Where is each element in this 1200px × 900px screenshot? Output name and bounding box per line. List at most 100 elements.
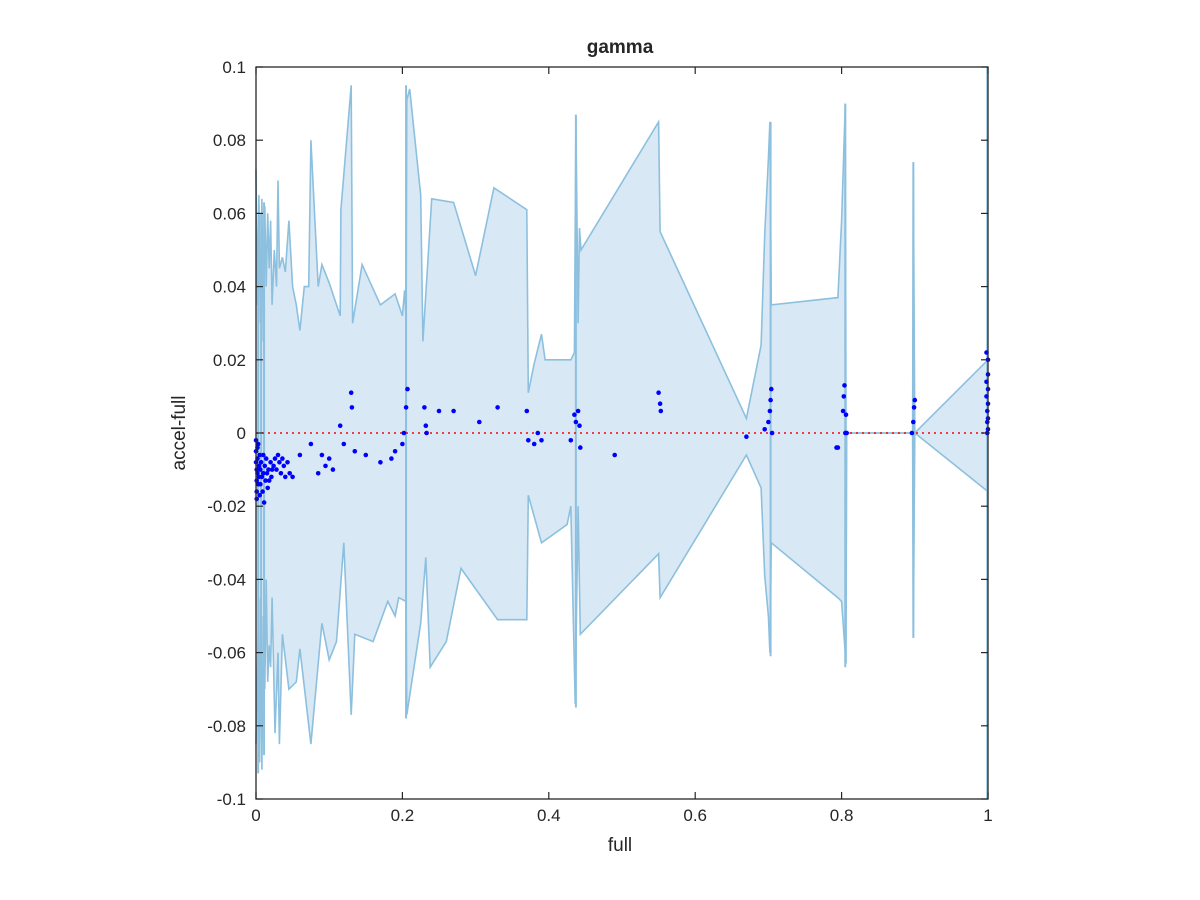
data-point: [835, 445, 841, 450]
data-point: [269, 467, 275, 472]
data-point: [842, 383, 847, 388]
data-point: [436, 408, 442, 414]
data-point: [575, 408, 581, 414]
data-point: [577, 423, 582, 429]
data-point: [612, 452, 617, 458]
axes: [255, 66, 989, 800]
data-point: [308, 441, 314, 447]
x-axis-label: full: [608, 835, 632, 856]
data-point: [766, 419, 771, 425]
data-point: [451, 408, 456, 414]
data-point: [269, 474, 274, 480]
data-point: [400, 441, 405, 447]
data-point: [424, 430, 429, 436]
data-point: [363, 452, 369, 458]
data-point: [477, 419, 482, 425]
data-point: [524, 408, 530, 414]
data-point: [290, 474, 295, 480]
data-point: [535, 430, 541, 436]
y-tick-label: 0: [237, 424, 246, 443]
x-tick-label: 0.4: [537, 806, 561, 825]
data-point: [266, 467, 271, 472]
data-point: [258, 481, 263, 487]
data-point: [495, 405, 500, 410]
y-tick-labels: -0.1 -0.08 -0.06 -0.04 -0.02 0 0.02 0.04 0.06 0.0…: [207, 58, 246, 809]
data-point: [844, 430, 849, 436]
data-point: [330, 467, 336, 472]
chart-title: gamma: [587, 37, 654, 58]
data-point: [767, 408, 773, 414]
data-point: [539, 438, 544, 443]
data-point: [762, 427, 767, 432]
x-tick-label: 1: [983, 806, 992, 825]
y-tick-label: 0.08: [213, 131, 246, 150]
y-tick-label: 0.04: [213, 278, 246, 297]
data-point: [258, 467, 263, 472]
data-point: [843, 412, 849, 418]
data-point: [315, 471, 321, 476]
data-point: [531, 441, 537, 447]
data-point: [261, 452, 266, 458]
data-point: [656, 390, 661, 396]
data-point: [266, 478, 272, 483]
data-point: [256, 463, 262, 469]
data-point: [352, 449, 358, 454]
data-point: [262, 463, 268, 469]
data-point: [389, 456, 394, 461]
y-axis-label: accel-full: [169, 396, 190, 471]
data-point: [985, 408, 990, 414]
data-point: [657, 401, 663, 407]
y-tick-label: -0.08: [207, 717, 246, 736]
data-point: [423, 423, 429, 429]
data-point: [283, 474, 288, 480]
y-tick-label: -0.06: [207, 644, 246, 663]
data-point: [271, 463, 276, 469]
data-point: [658, 408, 664, 414]
data-point: [264, 471, 270, 476]
data-point: [285, 460, 290, 465]
data-point: [341, 441, 347, 447]
data-point: [911, 405, 917, 410]
data-point: [261, 471, 266, 476]
data-point: [265, 485, 271, 491]
data-point: [768, 397, 773, 403]
x-tick-label: 0: [251, 806, 260, 825]
data-point: [840, 408, 846, 414]
data-point: [769, 386, 774, 392]
data-point: [349, 405, 355, 410]
data-point: [392, 449, 398, 454]
data-point: [912, 397, 918, 403]
data-point: [841, 394, 847, 399]
data-point: [578, 445, 583, 450]
data-point: [287, 471, 293, 476]
y-tick-label: 0.06: [213, 204, 246, 223]
y-tick-label: -0.04: [207, 570, 246, 589]
data-point: [744, 434, 749, 440]
data-point: [268, 460, 273, 465]
data-point: [401, 430, 407, 436]
data-point: [255, 441, 261, 447]
data-point: [348, 390, 354, 396]
data-point: [573, 419, 579, 425]
data-point: [297, 452, 303, 458]
data-point: [254, 496, 259, 502]
data-point: [277, 460, 282, 465]
x-tick-label: 0.6: [683, 806, 707, 825]
data-point: [281, 463, 287, 469]
data-point: [272, 456, 278, 461]
data-point: [526, 438, 531, 443]
data-point: [319, 452, 325, 458]
data-point: [263, 478, 268, 483]
data-point: [403, 405, 409, 410]
data-point: [254, 489, 259, 494]
data-point: [911, 419, 916, 425]
data-point: [572, 412, 577, 418]
x-tick-label: 0.8: [830, 806, 854, 825]
data-point: [258, 460, 264, 465]
data-point: [257, 492, 263, 498]
data-point: [257, 452, 263, 458]
y-tick-label: -0.02: [207, 497, 246, 516]
band-fill: [256, 85, 988, 770]
data-point: [909, 430, 915, 436]
